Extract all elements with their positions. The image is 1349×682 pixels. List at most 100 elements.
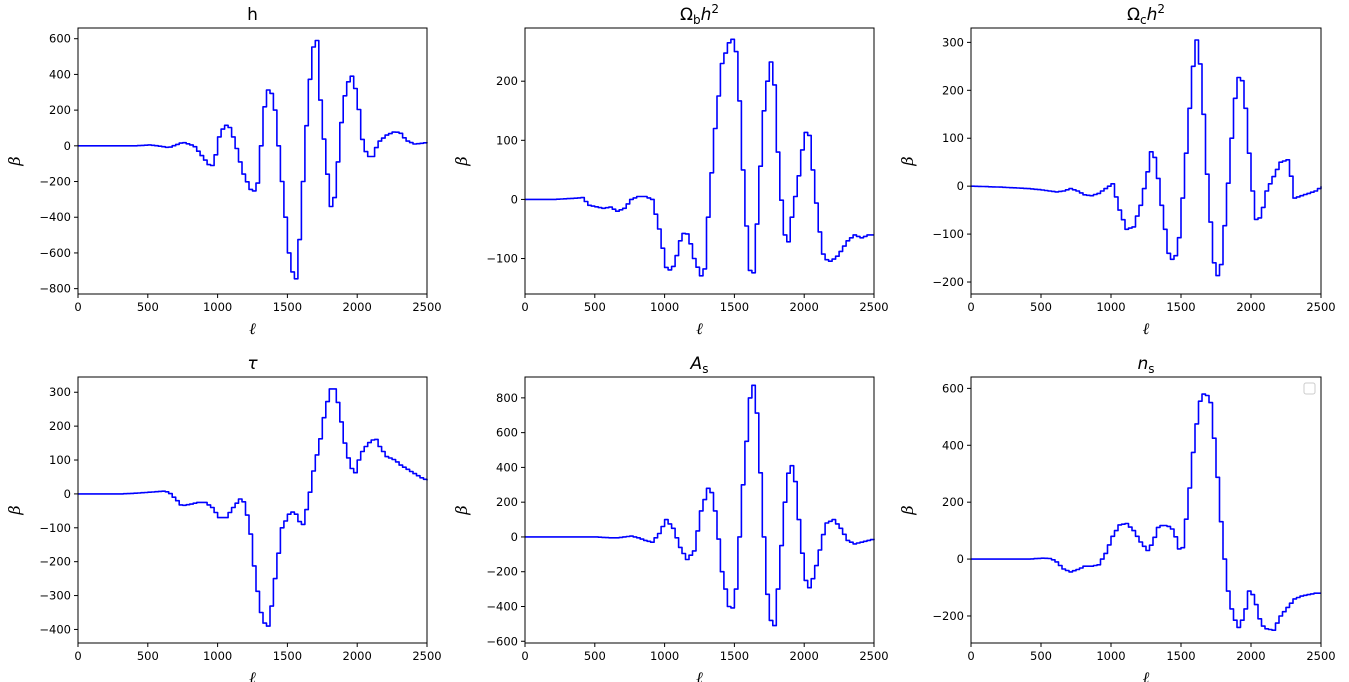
y-tick-label: −400 [486,599,518,613]
chart-panel-5: 0 500 1000 1500 2000 2500 −600 −400 −200 0 200 400 6… [452,354,889,682]
y-tick-label: −100 [39,521,71,535]
legend-box [1303,382,1316,395]
y-tick-label: 400 [496,460,518,474]
y-tick-label: 100 [496,133,518,147]
x-tick-label: 1000 [1096,300,1125,314]
y-tick-label: −400 [39,210,71,224]
axes-frame [77,376,428,644]
x-tick-label: 2500 [859,649,888,663]
y-tick-label: 200 [49,419,71,433]
axes-frame [970,27,1322,295]
x-tick-label: 0 [74,300,81,314]
x-tick-label: 2000 [1236,300,1265,314]
x-axis-label: ℓ [249,668,256,682]
x-tick-label: 500 [584,649,606,663]
x-axis-label: ℓ [696,668,703,682]
y-tick-label: 0 [511,192,518,206]
chart-panel-6: 0 500 1000 1500 2000 2500 −200 0 200 400 600 ℓ β ns [898,354,1336,682]
x-tick-label: 2500 [412,649,441,663]
y-tick-label: 600 [49,32,71,46]
x-tick-label: 1000 [650,300,679,314]
chart-title: As [690,354,709,376]
x-axis-label: ℓ [1143,319,1150,338]
y-axis-label: β [898,505,917,515]
y-tick-label: −400 [39,622,71,636]
chart-title: h [247,5,258,25]
x-tick-label: 1000 [650,649,679,663]
x-tick-label: 1500 [720,300,749,314]
y-tick-label: 200 [942,495,964,509]
y-tick-label: −200 [932,609,964,623]
y-tick-label: −800 [39,282,71,296]
x-tick-label: 0 [521,649,528,663]
x-tick-label: 500 [1030,300,1052,314]
series-line-2-1 [525,38,874,277]
x-tick-label: 2000 [790,649,819,663]
axes-frame [970,376,1322,644]
y-tick-label: 0 [511,530,518,544]
x-tick-label: 2000 [790,300,819,314]
y-tick-label: 100 [49,453,71,467]
x-tick-label: 2500 [412,300,441,314]
x-tick-label: 1500 [273,300,302,314]
y-tick-label: 100 [942,131,964,145]
y-tick-label: 300 [49,385,71,399]
axes-frame [524,376,875,644]
x-tick-label: 1000 [1096,649,1125,663]
x-tick-label: 1500 [1166,300,1195,314]
y-tick-label: 0 [64,487,71,501]
y-tick-label: −200 [39,555,71,569]
x-axis-label: ℓ [696,319,703,338]
series-line-3-1 [971,39,1322,277]
x-axis-label: ℓ [249,319,256,338]
series-line-1-1 [78,39,428,280]
x-tick-label: 1000 [203,300,232,314]
y-tick-label: 200 [496,495,518,509]
y-axis-label: β [5,505,24,515]
x-tick-label: 2000 [1236,649,1265,663]
x-tick-label: 2500 [1306,649,1335,663]
y-tick-label: 600 [942,381,964,395]
x-tick-label: 500 [137,649,159,663]
y-tick-label: 0 [957,552,964,566]
x-tick-label: 2500 [859,300,888,314]
y-tick-label: −600 [486,634,518,648]
y-tick-label: −300 [39,589,71,603]
axes-frame [524,27,875,295]
y-axis-label: β [5,156,24,166]
x-tick-label: 2000 [343,649,372,663]
x-tick-label: 0 [521,300,528,314]
y-tick-label: 200 [496,74,518,88]
x-tick-label: 2000 [343,300,372,314]
y-tick-label: −200 [39,175,71,189]
y-axis-label: β [452,505,471,515]
chart-title: ns [1137,354,1154,376]
series-line-4-1 [78,388,428,627]
y-tick-label: 300 [942,35,964,49]
y-tick-label: 800 [496,391,518,405]
chart-title: τ [247,354,258,374]
x-tick-label: 500 [137,300,159,314]
y-axis-label: β [452,156,471,166]
chart-title: Ωch2 [1127,2,1165,27]
y-tick-label: 0 [957,179,964,193]
axes-frame [77,27,428,295]
chart-title: Ωbh2 [680,2,719,27]
y-tick-label: 0 [64,139,71,153]
y-tick-label: 400 [942,438,964,452]
chart-panel-4: 0 500 1000 1500 2000 2500 −400 −300 −200 −100 0 100… [5,354,442,682]
x-tick-label: 0 [74,649,81,663]
y-tick-label: −100 [486,252,518,266]
x-axis-label: ℓ [1143,668,1150,682]
x-tick-label: 0 [967,649,974,663]
x-tick-label: 2500 [1306,300,1335,314]
y-tick-label: 200 [942,83,964,97]
x-tick-label: 1000 [203,649,232,663]
chart-panel-2: 0 500 1000 1500 2000 2500 −100 0 100 200 ℓ β Ωbh2 [452,2,889,338]
x-tick-label: 1500 [720,649,749,663]
y-tick-label: −200 [932,275,964,289]
series-line-5-1 [525,384,875,627]
y-tick-label: 600 [496,426,518,440]
x-tick-label: 500 [584,300,606,314]
